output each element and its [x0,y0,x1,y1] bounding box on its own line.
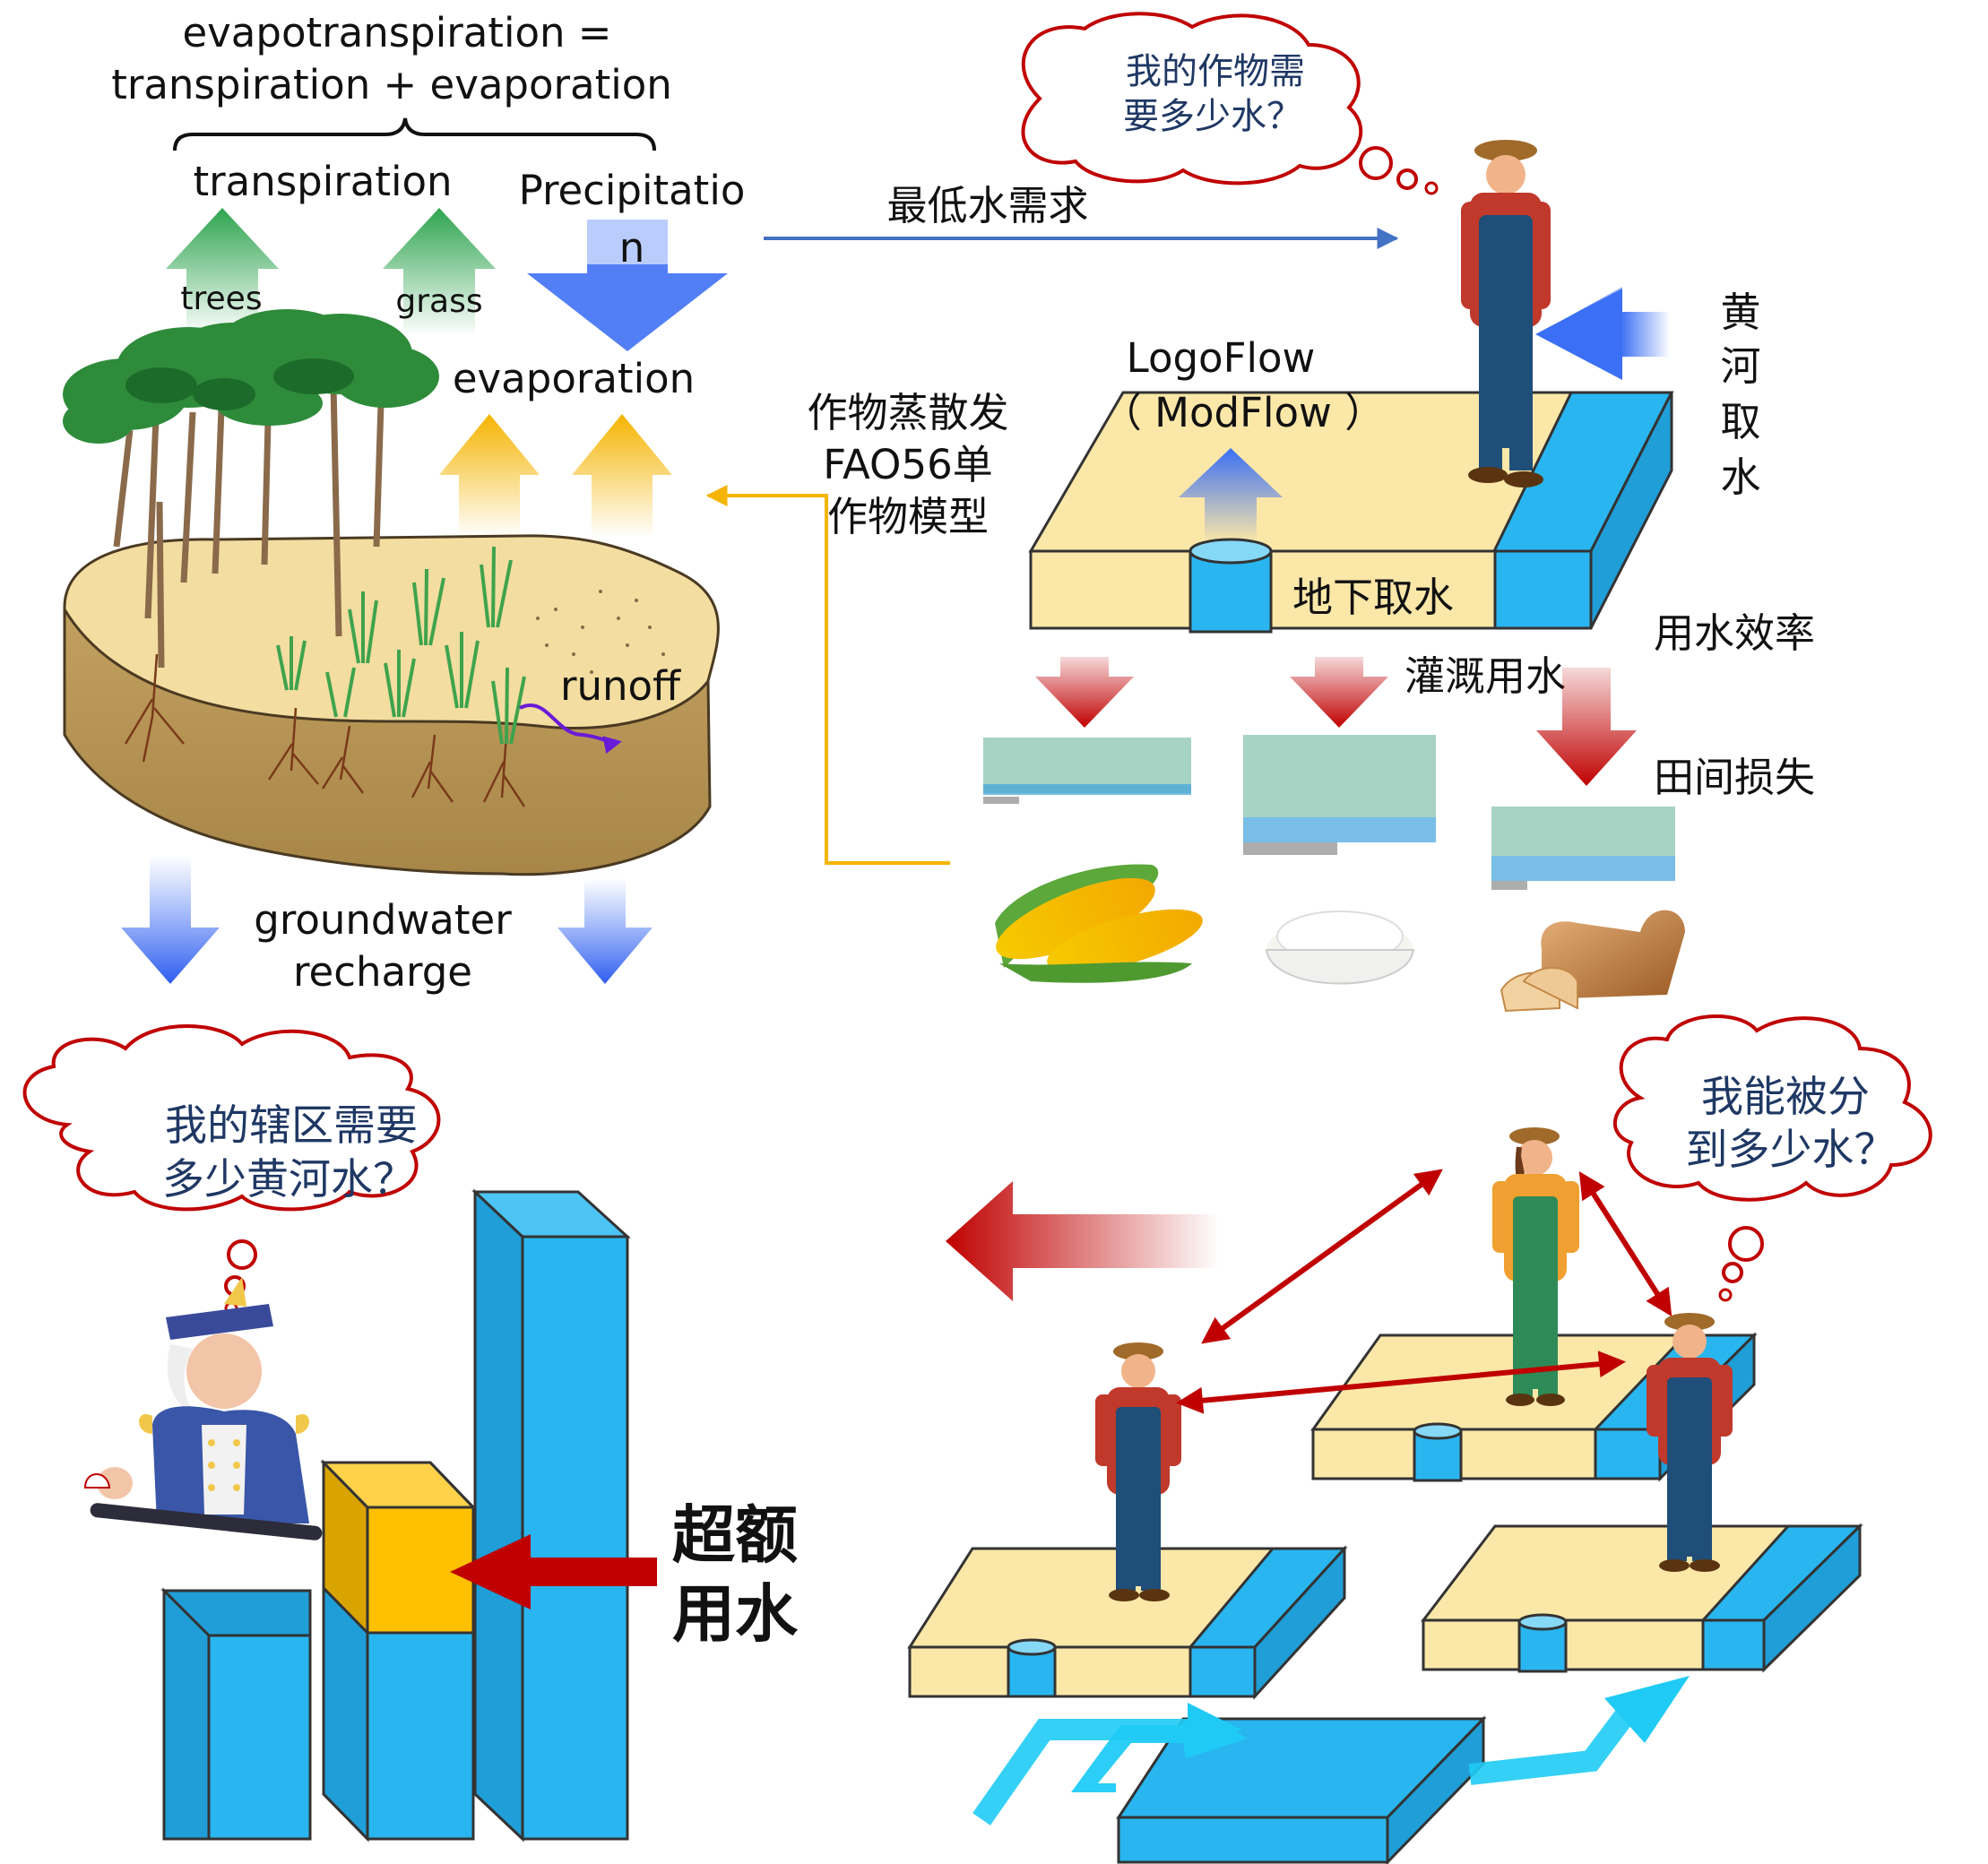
evaporation-label: evaporation [453,355,695,402]
thought-bubble-dot [1424,181,1439,195]
transpiration-label: transpiration [193,158,452,205]
reservoir-outflow-right-head [1604,1676,1690,1743]
precipitation-label-line1: Precipitatio [519,167,746,214]
thought-bubble-dot [1359,146,1393,180]
precipitation-label-line2: n [619,224,645,272]
grass-label: grass [395,283,482,320]
farmer-thought-line1: 我的作物需 [1126,51,1305,92]
farmer-figure [1461,140,1551,488]
et-panel: evapotranspiration = transpiration + eva… [63,9,745,996]
yellow-river-withdrawal-label: 黄 河 取 水 [1720,289,1760,501]
evaporation-arrow-right [572,414,672,538]
farmer-woman-figure [1492,1127,1579,1406]
official-thought-line2: 多少黄河水？ [162,1155,415,1204]
farm-block-left [907,1545,1348,1700]
yellow-river-arrow-head [1535,289,1622,380]
well-top [1188,538,1273,565]
model-label-line2: （ ModFlow ） [1102,389,1385,436]
official-figure [83,1277,323,1540]
rice-water-dots [1243,735,1436,855]
field-loss-label: 田间损失 [1654,754,1815,801]
precipitation-arrow [527,220,728,351]
yellow-river-arrow-tail [1621,312,1670,357]
farmer-right-figure [1647,1313,1733,1572]
trees-illustration [63,309,439,669]
recharge-arrow-left [121,856,220,984]
allocation-bars [160,1188,631,1842]
over-use-arrow [450,1534,657,1609]
et-equation-line2: transpiration + evaporation [111,61,672,108]
farm-block-right [1420,1523,1863,1673]
min-demand-label: 最低水需求 [886,182,1088,229]
grass-up-arrow [383,208,496,336]
reservoir-outflow-left-path [972,1719,1192,1825]
allocation-thought-line2: 到多少水？ [1686,1126,1897,1175]
allocation-thought-line1: 我能被分 [1701,1073,1870,1122]
equation-brace [173,117,656,151]
official-thought-line1: 我的辖区需要 [165,1101,418,1151]
crop-model-line2: FAO56单 [823,441,992,488]
farmer-left-figure [1095,1342,1181,1601]
crop-et-feedback-arrow [705,485,950,865]
groundwater-withdrawal-label: 地下取水 [1292,574,1454,621]
negotiation-arrow-left-top [1201,1169,1443,1344]
crop-model-line1: 作物蒸散发 [807,389,1008,436]
corn-water-dots [983,738,1191,804]
allocation-panel: 我能被分 到多少水？ [907,1014,1932,1864]
water-efficiency-label: 用水效率 [1654,609,1815,657]
reservoir-outflow-right-path [1468,1700,1640,1785]
trees-label: trees [180,280,262,317]
bread-water-dots [1491,807,1675,890]
thought-bubble-dot [1722,1262,1743,1283]
precipitation-fade [583,211,672,264]
grass-illustration [276,546,526,745]
thought-bubble-dot [1728,1226,1764,1262]
official-panel: 我的辖区需要 多少黄河水？ [22,1024,799,1842]
recharge-label-line1: groundwater [254,896,512,944]
yellow-river-char-2: 河 [1720,342,1760,390]
evaporation-arrow-left [439,414,540,538]
big-left-red-arrow [946,1181,1219,1301]
official-thought-cloud [22,1024,441,1212]
model-label-line1: LogoFlow [1127,334,1316,382]
farmer-thought-cloud [1021,12,1363,186]
over-use-label-line2: 用水 [672,1577,799,1651]
yellow-river-char-3: 取 [1720,398,1760,445]
groundwater-up-arrow [1179,448,1283,542]
crop-model-line3: 作物模型 [827,493,989,540]
roots [124,653,526,807]
bread-image [1500,910,1685,1013]
farmer-thought-line2: 要多少水？ [1123,96,1302,137]
yellow-river-char-4: 水 [1720,453,1760,501]
corn-water-arrow [1035,657,1134,728]
reservoir-outflow-left-head [1188,1703,1241,1756]
corn-image [995,864,1203,983]
thought-bubble-dot [1718,1288,1733,1302]
recharge-arrow-right [558,878,653,984]
bread-water-arrow [1536,668,1637,786]
thought-bubble-dot [227,1239,257,1270]
runoff-arrow [519,703,622,754]
thought-bubble-dot [1396,168,1418,190]
rice-bowl-image [1265,910,1415,985]
et-equation-line1: evapotranspiration = [182,9,611,56]
negotiation-arrow-left-right [1176,1351,1626,1414]
yellow-river-char-1: 黄 [1720,289,1760,336]
over-use-label-line1: 超额 [672,1498,798,1572]
recharge-label-line2: recharge [293,948,472,996]
irrigation-label: 灌溉用水 [1405,652,1566,700]
farm-panel: 我的作物需 要多少水？ 最低水需求 LogoFlow （ ModFlow ） 地… [705,12,1815,1013]
trees-up-arrow [166,208,279,336]
runoff-label: runoff [560,662,681,710]
negotiation-arrow-top-right [1578,1170,1673,1317]
rice-water-arrow [1290,657,1388,728]
bare-soil-dots [536,590,665,674]
